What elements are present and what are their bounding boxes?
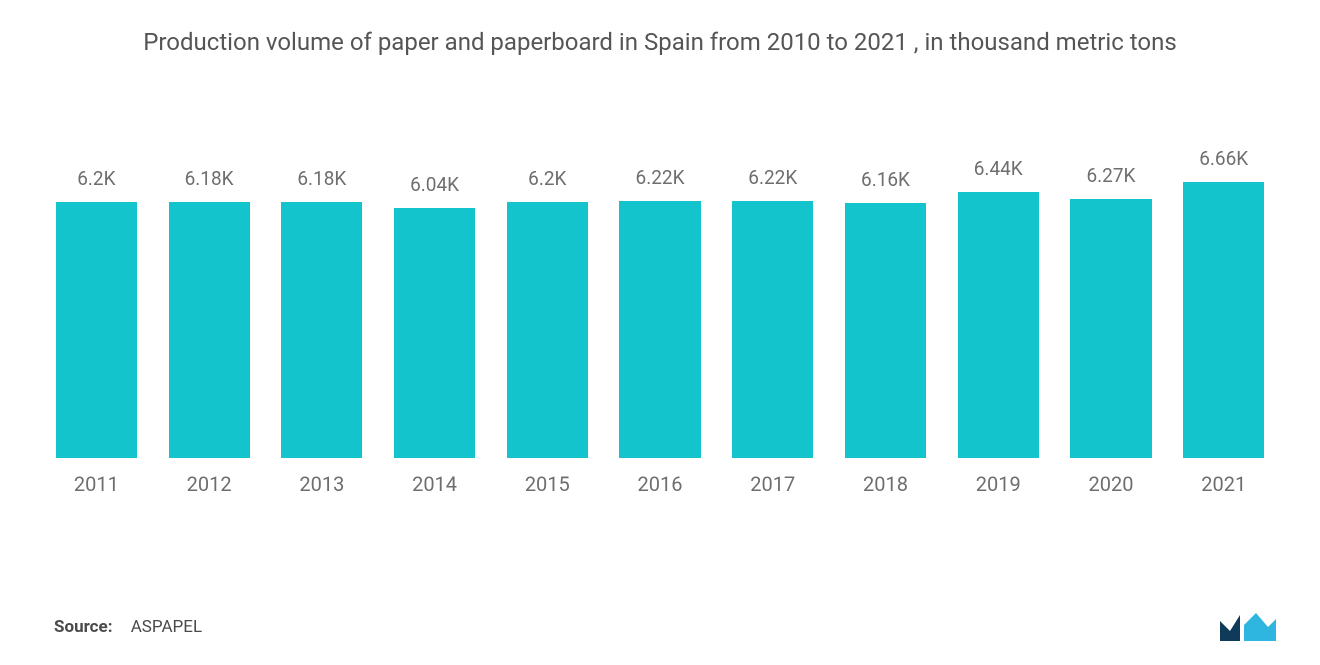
brand-logo (1218, 607, 1280, 643)
bar (507, 202, 588, 459)
x-tick-label: 2021 (1167, 472, 1280, 496)
bar-value-label: 6.44K (974, 157, 1023, 180)
x-tick-label: 2019 (942, 472, 1055, 496)
x-tick-label: 2017 (716, 472, 829, 496)
bar-slot: 6.18K (265, 128, 378, 458)
bar-value-label: 6.2K (77, 167, 115, 190)
bar (56, 202, 137, 459)
x-tick-label: 2015 (491, 472, 604, 496)
bar-value-label: 6.27K (1086, 164, 1135, 187)
chart-container: Production volume of paper and paperboar… (0, 0, 1320, 665)
bar-slot: 6.66K (1167, 128, 1280, 458)
plot-area: 6.2K 6.18K 6.18K 6.04K 6.2K 6.22K 6.22K 6.16K 6.… (30, 128, 1290, 458)
x-tick-label: 2014 (378, 472, 491, 496)
bar-slot: 6.04K (378, 128, 491, 458)
x-tick-label: 2013 (265, 472, 378, 496)
x-tick-label: 2011 (40, 472, 153, 496)
bar-slot: 6.44K (942, 128, 1055, 458)
x-tick-label: 2020 (1055, 472, 1168, 496)
bar-value-label: 6.22K (748, 166, 797, 189)
bar-value-label: 6.22K (636, 166, 685, 189)
bar-value-label: 6.16K (861, 168, 910, 191)
bar-slot: 6.16K (829, 128, 942, 458)
bar-value-label: 6.04K (410, 173, 459, 196)
bar-slot: 6.22K (604, 128, 717, 458)
bar-slot: 6.2K (491, 128, 604, 458)
chart-title: Production volume of paper and paperboar… (95, 26, 1225, 58)
bar-slot: 6.2K (40, 128, 153, 458)
bar-value-label: 6.2K (528, 167, 566, 190)
source-value: ASPAPEL (131, 617, 202, 637)
bar-slot: 6.22K (716, 128, 829, 458)
bar (958, 192, 1039, 459)
bar (281, 202, 362, 458)
source-label: Source: (54, 617, 112, 637)
bar-value-label: 6.18K (297, 167, 346, 190)
x-axis: 2011201220132014201520162017201820192020… (30, 458, 1290, 496)
x-tick-label: 2016 (604, 472, 717, 496)
bar (845, 203, 926, 458)
bar (394, 208, 475, 458)
bar (1070, 199, 1151, 459)
bar-slot: 6.27K (1055, 128, 1168, 458)
bar (732, 201, 813, 459)
bar-value-label: 6.66K (1199, 147, 1248, 170)
bar-slot: 6.18K (153, 128, 266, 458)
bar-value-label: 6.18K (185, 167, 234, 190)
source-footer: Source: ASPAPEL (54, 617, 202, 637)
x-tick-label: 2018 (829, 472, 942, 496)
bar (169, 202, 250, 458)
bar (619, 201, 700, 459)
x-tick-label: 2012 (153, 472, 266, 496)
bar (1183, 182, 1264, 458)
